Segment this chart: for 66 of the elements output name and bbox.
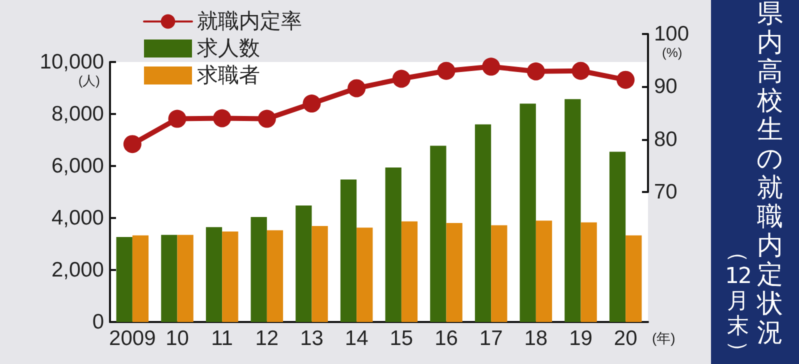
bar (385, 168, 402, 322)
y-tick-label: 10,000 (40, 50, 104, 74)
y2-tick-label: 90 (654, 75, 678, 98)
x-tick-label: 12 (255, 327, 279, 350)
point (168, 110, 186, 128)
bar (266, 230, 284, 322)
point (482, 58, 500, 76)
legend-label: 求人数 (197, 37, 260, 60)
bar (296, 206, 312, 322)
bar (580, 222, 597, 322)
y-tick-label: 2,000 (51, 258, 104, 282)
point (572, 62, 590, 80)
y2-tick-label: 70 (654, 180, 678, 204)
x-tick-label: 10 (166, 327, 189, 350)
x-tick-label: 11 (211, 327, 233, 350)
bar (177, 234, 194, 322)
bar (116, 236, 132, 322)
point (123, 135, 142, 154)
y-tick-label: 8,000 (51, 102, 104, 126)
point (526, 62, 545, 80)
bar (132, 235, 149, 322)
y-axis-title: (人) (78, 73, 100, 88)
bar (626, 235, 642, 322)
bar (491, 225, 508, 322)
point (302, 94, 321, 113)
point (213, 109, 232, 128)
y-tick-label: 0 (92, 310, 104, 334)
bar (356, 228, 373, 322)
bar (474, 124, 492, 322)
x-tick-label: 15 (390, 327, 414, 350)
bar (520, 104, 536, 322)
bar (161, 234, 178, 322)
text: （12月末） (725, 240, 751, 362)
y-tick-label: 4,000 (51, 206, 104, 230)
bar (536, 220, 552, 322)
chart-title: 県内高校生の就職内定状況 (756, 0, 784, 348)
x-tick-label: 19 (569, 327, 592, 350)
bar (401, 221, 418, 322)
bar (430, 146, 446, 322)
point (348, 79, 366, 98)
bar (206, 227, 222, 322)
legend-label: 求職者 (197, 64, 260, 87)
point (616, 70, 635, 89)
x-tick-label: 13 (300, 327, 324, 350)
x-tick-label: 20 (614, 327, 638, 350)
x-tick-label: 14 (344, 327, 369, 350)
x-tick-label: 17 (479, 327, 503, 350)
x-axis-title: (年) (652, 330, 676, 346)
bar (250, 216, 267, 322)
point (437, 62, 456, 80)
y2-tick-label: 80 (654, 128, 678, 151)
bar (312, 226, 328, 322)
x-tick-label: 18 (524, 327, 548, 350)
x-tick-label: 16 (434, 327, 458, 350)
y-tick-label: 6,000 (51, 154, 104, 178)
bar (609, 152, 626, 322)
bar (564, 99, 581, 322)
bar (446, 222, 462, 322)
legend-label: 就職内定率 (197, 10, 302, 33)
bar (222, 232, 238, 322)
y2-axis-title: (%) (662, 45, 682, 60)
bar (340, 180, 357, 322)
y2-tick-label: 100 (654, 22, 690, 46)
x-tick-label: 2009 (109, 327, 156, 350)
point (392, 70, 410, 88)
point (258, 110, 276, 128)
